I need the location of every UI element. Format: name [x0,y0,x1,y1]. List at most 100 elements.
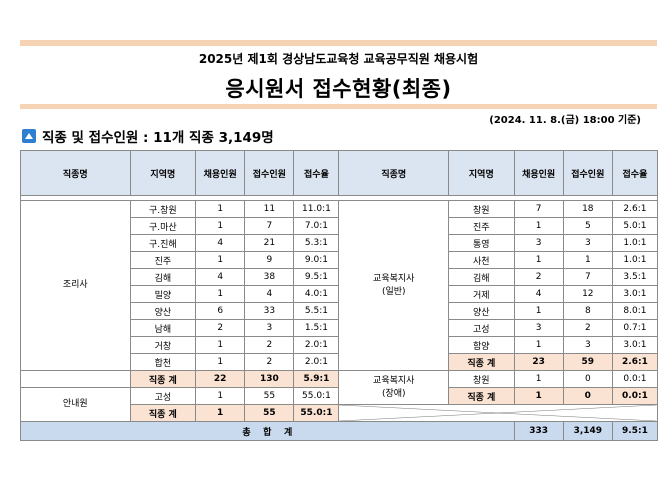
region-cell: 창원 [448,200,515,218]
subtotal-row: 직종 계 1 55 55.0:1 [21,404,658,422]
empty-crossed-cell [338,404,658,422]
apply-cell: 55 [244,387,295,405]
hire-cell: 4 [195,234,246,252]
col-header: 접수율 [293,150,340,196]
region-cell: 김해 [448,268,515,286]
table-row: 조리사 구.창원 1 11 11.0:1 교육복지사 (일반) 창원 7 18 … [20,200,659,371]
reference-date: (2024. 11. 8.(금) 18:00 기준) [489,115,641,126]
region-cell: 고성 [129,387,197,405]
subtotal-label-cell: 직종 계 [448,353,515,371]
table-row: 밀양 1 4 4.0:1 거제 4 12 3.0:1 [21,285,659,303]
grand-total-row: 총 합 계 333 3,149 9.5:1 [20,421,659,441]
apply-cell: 5 [562,217,613,235]
region-cell: 구.진해 [129,234,197,252]
grand-total-hire: 333 [513,421,564,441]
subtotal-apply-cell: 130 [244,370,295,388]
hire-cell: 6 [195,302,246,320]
region-cell: 양산 [448,302,515,320]
apply-cell: 3 [562,336,613,354]
hire-cell: 1 [195,387,246,405]
region-cell: 고성 [448,319,515,337]
ratio-cell: 3.0:1 [611,336,659,354]
subtotal-ratio-cell: 2.6:1 [611,353,659,371]
job-name-cell: 교육복지사 (장애) [338,370,450,405]
subtotal-apply-cell: 55 [244,404,295,422]
subtotal-row: 직종 계 22 130 5.9:1 교육복지사 (장애) 창원 1 0 0.0:… [20,370,659,405]
region-cell: 사천 [448,251,515,269]
hire-cell: 4 [195,268,246,286]
col-header: 지역명 [129,150,197,196]
ratio-cell: 9.0:1 [293,251,340,269]
col-header: 접수인원 [244,150,295,196]
application-status-table: 직종명 지역명 채용인원 접수인원 접수율 직종명 지역명 채용인원 접수인원 … [20,150,659,441]
ratio-cell: 3.5:1 [611,268,659,286]
col-header: 직종명 [338,150,450,196]
job-name-cell: 조리사 [20,200,131,371]
table-row: 진주 1 9 9.0:1 사천 1 1 1.0:1 [21,251,659,269]
ratio-cell: 0.0:1 [611,370,659,388]
col-header: 지역명 [448,150,515,196]
subtotal-label-cell: 직종 계 [448,387,515,405]
ratio-cell: 0.7:1 [611,319,659,337]
subtotal-hire-cell: 22 [195,370,246,388]
table-row: 안내원 고성 1 55 55.0:1 직종 계 1 0 0.0:1 [20,387,659,422]
apply-cell: 7 [244,217,295,235]
summary-line: 직종 및 접수인원 : 11개 직종 3,149명 [22,126,274,146]
ratio-cell: 2.0:1 [293,336,340,354]
region-cell: 진주 [448,217,515,235]
ratio-cell: 2.6:1 [611,200,659,218]
hire-cell: 7 [513,200,564,218]
hire-cell: 1 [195,336,246,354]
job-name-line: 교육복지사 [373,273,415,284]
table-row: 합천 1 2 2.0:1 직종 계 23 59 2.6:1 [21,353,659,371]
apply-cell: 21 [244,234,295,252]
region-cell: 밀양 [129,285,197,303]
subtotal-ratio-cell: 5.9:1 [293,370,340,388]
job-name-line: 교육복지사 [373,375,415,386]
hire-cell: 4 [513,285,564,303]
table-row: 구.마산 1 7 7.0:1 진주 1 5 5.0:1 [21,217,659,235]
col-header: 채용인원 [195,150,246,196]
hire-cell: 3 [513,234,564,252]
apply-cell: 9 [244,251,295,269]
apply-cell: 8 [562,302,613,320]
col-header: 접수율 [611,150,659,196]
col-header: 접수인원 [562,150,613,196]
region-cell: 거창 [129,336,197,354]
ratio-cell: 55.0:1 [293,387,340,405]
bullet-icon [22,129,36,143]
ratio-cell: 3.0:1 [611,285,659,303]
table-row: 구.진해 4 21 5.3:1 통영 3 3 1.0:1 [21,234,659,252]
region-cell: 김해 [129,268,197,286]
job-name-line: (일반) [381,286,406,297]
apply-cell: 18 [562,200,613,218]
ratio-cell: 8.0:1 [611,302,659,320]
subtotal-apply-cell: 59 [562,353,613,371]
hire-cell: 3 [513,319,564,337]
region-cell: 창원 [448,370,515,388]
ratio-cell: 2.0:1 [293,353,340,371]
subtotal-hire-cell: 1 [195,404,246,422]
apply-cell: 12 [562,285,613,303]
ratio-cell: 5.0:1 [611,217,659,235]
apply-cell: 3 [244,319,295,337]
region-cell: 거제 [448,285,515,303]
hire-cell: 2 [195,319,246,337]
apply-cell: 4 [244,285,295,303]
region-cell: 진주 [129,251,197,269]
table-header-row: 직종명 지역명 채용인원 접수인원 접수율 직종명 지역명 채용인원 접수인원 … [20,150,659,196]
grand-total-apply: 3,149 [562,421,613,441]
region-cell: 함양 [448,336,515,354]
region-cell: 양산 [129,302,197,320]
hire-cell: 1 [513,217,564,235]
apply-cell: 2 [244,336,295,354]
hire-cell: 1 [513,302,564,320]
hire-cell: 1 [513,251,564,269]
apply-cell: 2 [244,353,295,371]
hire-cell: 1 [513,336,564,354]
region-cell: 구.창원 [129,200,197,218]
apply-cell: 7 [562,268,613,286]
region-cell: 남해 [129,319,197,337]
hire-cell: 1 [195,353,246,371]
subtotal-hire-cell: 1 [513,387,564,405]
